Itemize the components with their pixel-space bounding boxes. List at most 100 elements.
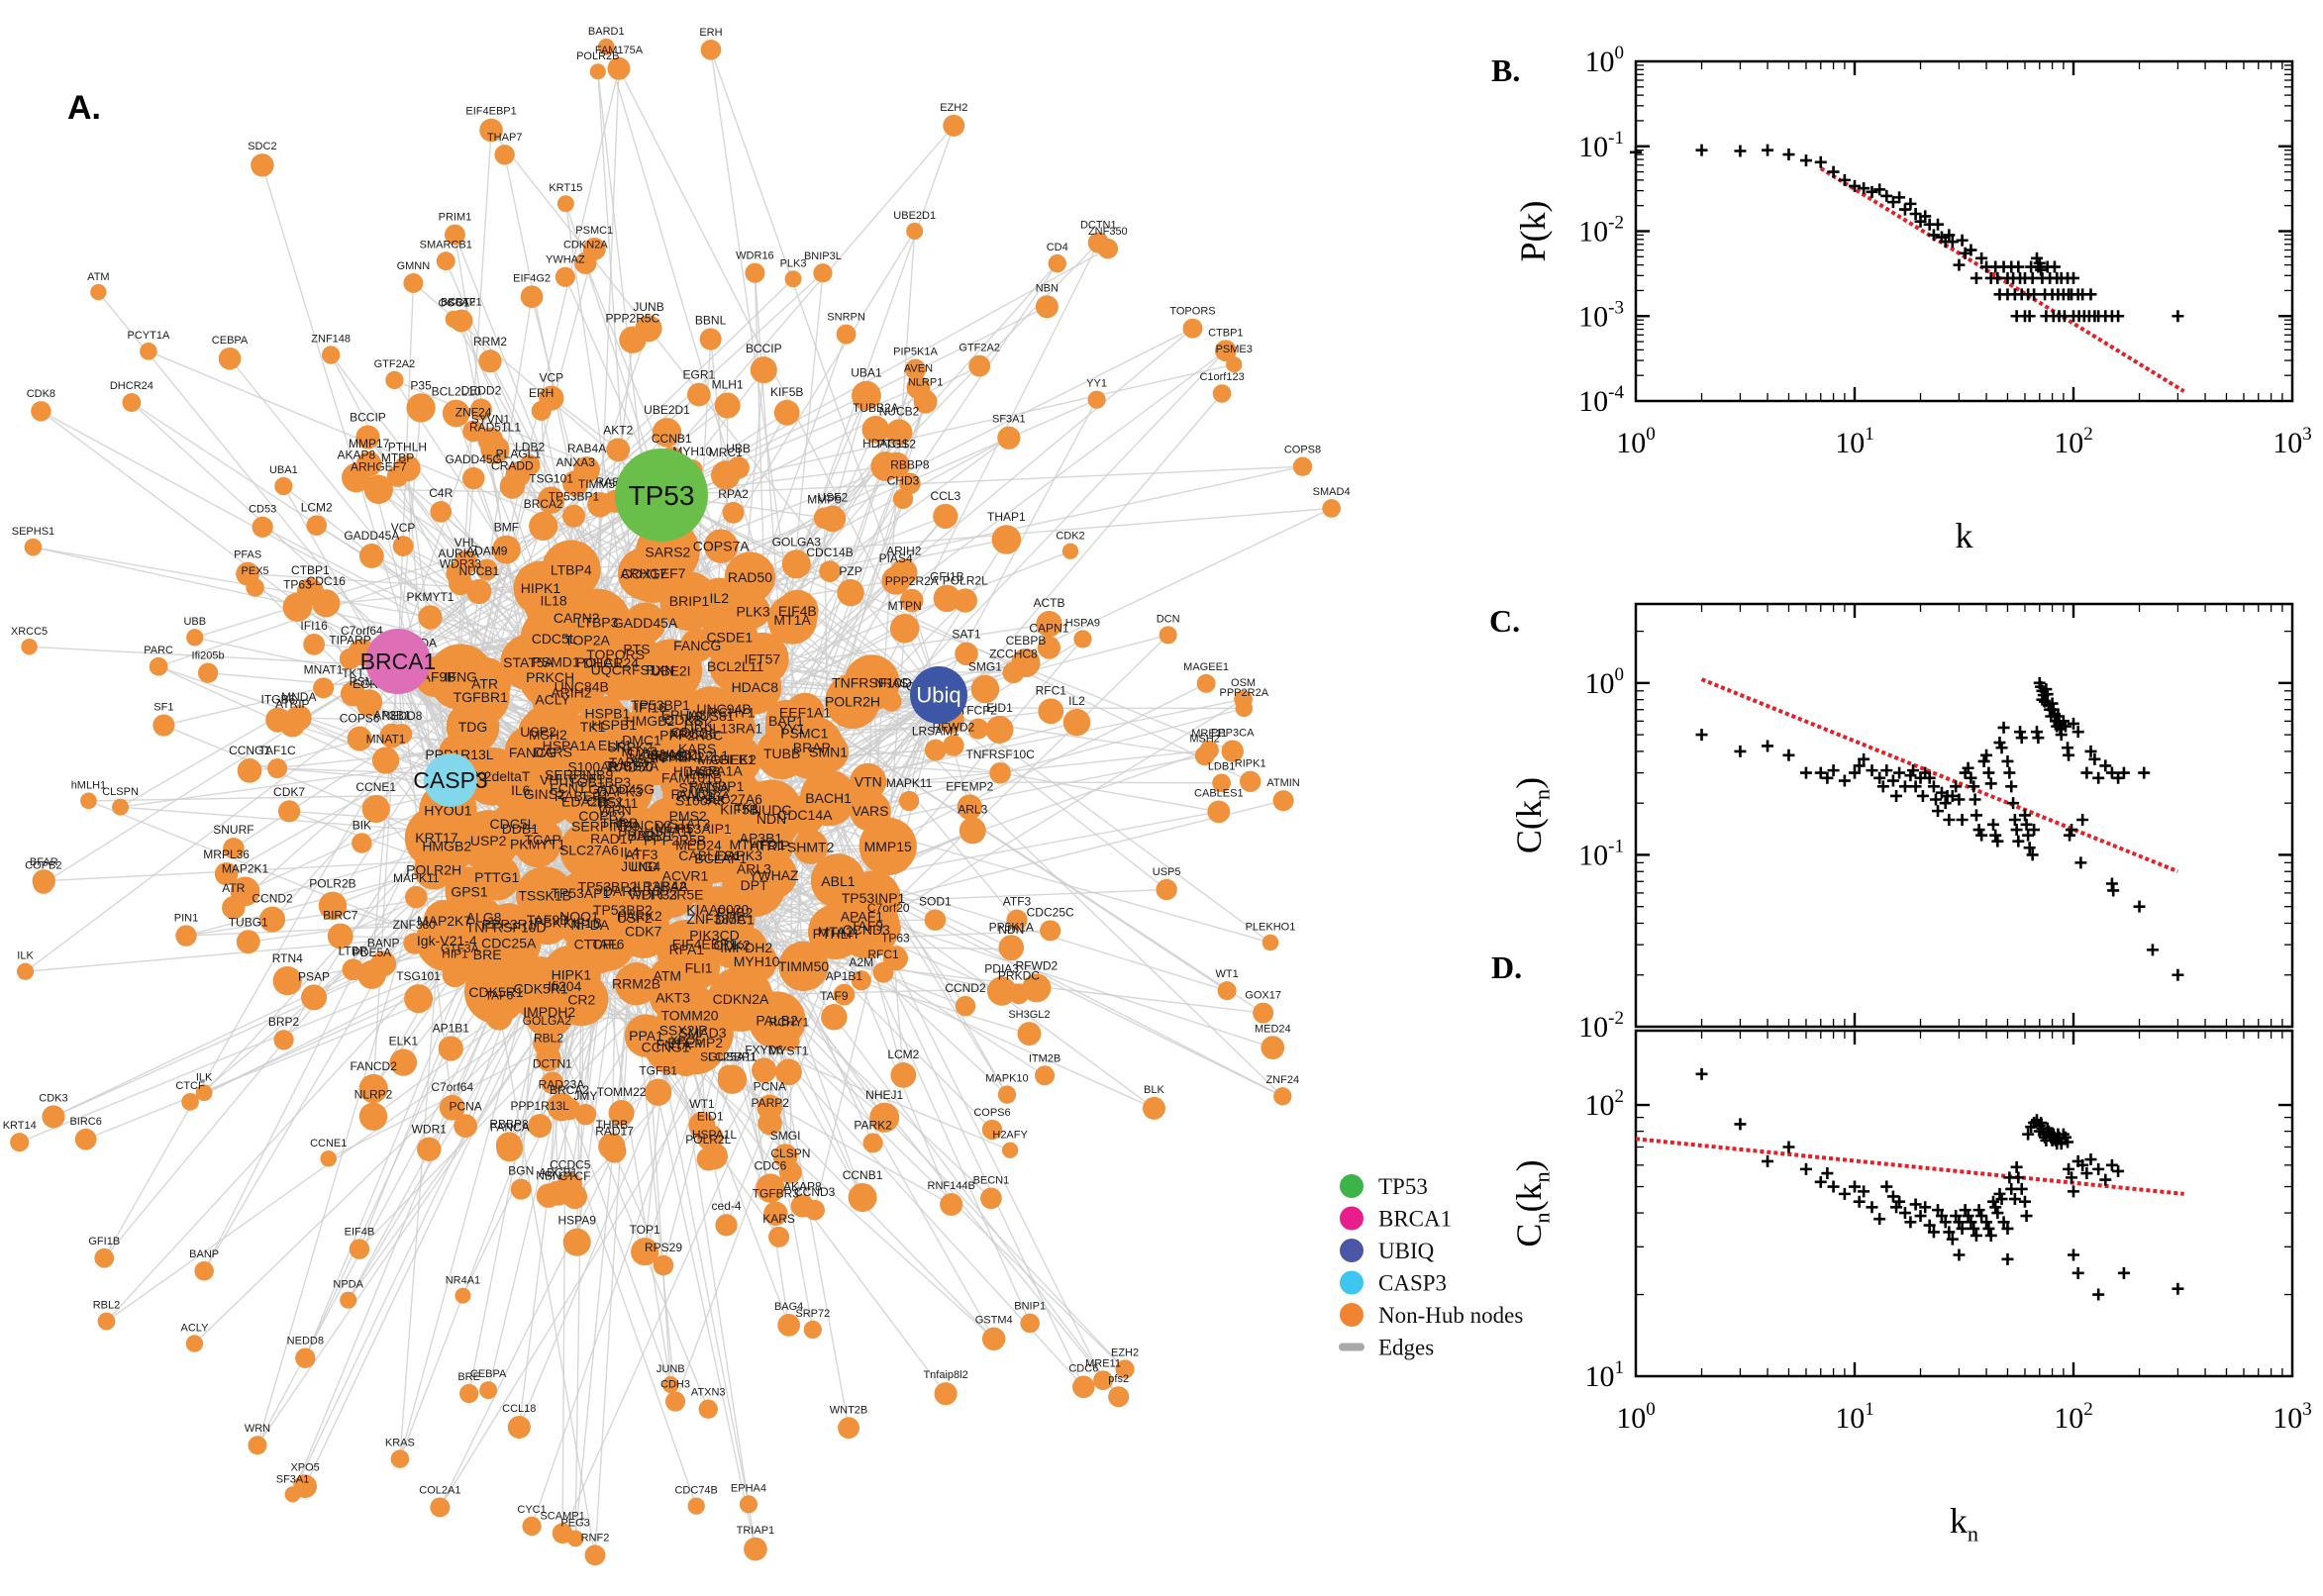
gene-label: GOX17 [1245, 990, 1281, 1002]
scatter-point [1984, 1229, 1997, 1242]
non-hub-node [223, 838, 245, 859]
gene-label: SOD1 [919, 894, 952, 908]
non-hub-node [1207, 800, 1231, 824]
non-hub-node [112, 798, 129, 816]
scatter-point [1873, 1213, 1886, 1226]
plot-frame [1634, 59, 2294, 403]
non-hub-node [279, 711, 306, 738]
gene-label: EZH2 [1111, 1347, 1139, 1358]
gene-label: MYST1 [768, 1044, 808, 1057]
scatter-point [2015, 1182, 2028, 1195]
gene-label: FLI1 [685, 960, 713, 976]
non-hub-node [955, 642, 978, 666]
gene-label: IFI16 [300, 619, 328, 633]
non-hub-node [959, 817, 986, 845]
gene-label: EPHA4 [731, 1482, 766, 1494]
gene-label: BCCIP [350, 410, 386, 424]
non-hub-node [140, 342, 157, 360]
non-hub-node [1217, 981, 1237, 1001]
non-hub-node [756, 728, 808, 780]
non-hub-node [686, 382, 711, 407]
gene-label: CCL3 [930, 489, 960, 503]
gene-label: CCNE1 [355, 780, 396, 794]
edge [660, 363, 1235, 496]
edge [938, 507, 1332, 696]
non-hub-node [744, 1537, 767, 1561]
scatter-point [2172, 310, 2184, 323]
non-hub-node [454, 1287, 471, 1304]
non-hub-node [913, 389, 938, 414]
non-hub-node [152, 714, 175, 737]
scatter-point [2112, 310, 2125, 323]
non-hub-node [768, 1226, 790, 1247]
gene-label: SARS2 [645, 544, 690, 559]
non-hub-node [898, 790, 920, 812]
gene-label: CDK8 [27, 388, 55, 400]
scatter-point [2012, 260, 2025, 273]
scatter-point [2084, 288, 2097, 301]
gene-label: SNRPN [827, 312, 865, 324]
gene-label: CTBP1 [1208, 327, 1243, 339]
non-hub-node [406, 393, 436, 423]
gene-label: ARIH2 [551, 684, 591, 700]
gene-label: PCNA [449, 1099, 481, 1113]
gene-label: PCYT1A [128, 330, 170, 342]
gene-label: RPS29 [645, 1241, 682, 1254]
scatter-point [2022, 829, 2035, 842]
scatter-point [2092, 1288, 2105, 1301]
non-hub-node [282, 592, 313, 623]
gene-label: TAF6 [591, 936, 624, 951]
non-hub-node [430, 1497, 451, 1518]
panel-d-plot: 100 101 102 103 102 101 Cn(kn) kn [1509, 1029, 2312, 1546]
non-hub-node [933, 584, 961, 613]
non-hub-node [1253, 1002, 1274, 1024]
non-hub-node [175, 925, 197, 947]
edge [686, 799, 1284, 950]
y-axis-title: Cn(kn) [1509, 1159, 1555, 1247]
gene-label: ATRIP [275, 697, 309, 711]
gene-label: RBBP8 [890, 458, 930, 472]
gene-label: VCP [391, 521, 416, 535]
non-hub-node [251, 153, 274, 177]
legend-label: Non-Hub nodes [1378, 1303, 1523, 1328]
scatter-point [1630, 146, 1642, 158]
gene-label: SERPINB9 [545, 766, 613, 782]
scatter-point [1972, 1204, 1985, 1217]
gene-label: WT1 [1215, 968, 1238, 980]
gene-label: BANP [189, 1248, 219, 1260]
gene-label: LCM2 [887, 1047, 919, 1061]
gene-label: MNAT1 [304, 662, 344, 676]
legend-label: TP53 [1378, 1174, 1428, 1199]
non-hub-node [358, 1102, 388, 1131]
non-hub-node [42, 1105, 65, 1129]
y-axis-title: C(kn) [1509, 777, 1555, 853]
gene-label: HSPA9 [1065, 617, 1100, 629]
gene-label: NDN [998, 923, 1024, 937]
tick-label: 10-2 [1578, 213, 1624, 249]
panel-d-letter: D. [1491, 949, 1522, 985]
non-hub-node [924, 739, 947, 761]
gene-label: THAP7 [487, 132, 522, 144]
gene-label: C7orf20 [867, 901, 910, 915]
gene-label: ABL1 [821, 873, 855, 889]
non-hub-node [1182, 318, 1203, 339]
gene-label: BIRC7 [323, 909, 358, 923]
gene-label: AP3B1 [373, 709, 411, 723]
non-hub-node [700, 1143, 729, 1170]
gene-label: SHMT2 [787, 839, 835, 854]
non-hub-node [97, 1312, 116, 1331]
gene-label: MRE11 [1191, 728, 1227, 740]
gene-label: GTF2A2 [959, 343, 1000, 354]
non-hub-node [181, 1093, 199, 1111]
non-hub-node [313, 677, 335, 699]
gene-label: UBA1 [269, 464, 298, 476]
gene-label: DCTN1 [533, 1056, 572, 1070]
non-hub-node [597, 38, 615, 55]
gene-label: BIK [353, 818, 371, 832]
tick-label: 100 [1585, 664, 1625, 700]
edge [131, 401, 572, 694]
gene-label: MAP2K1 [222, 861, 269, 875]
gene-label: CYC1 [517, 1504, 546, 1516]
scatter-point [1987, 1195, 1999, 1208]
edge [618, 67, 940, 696]
